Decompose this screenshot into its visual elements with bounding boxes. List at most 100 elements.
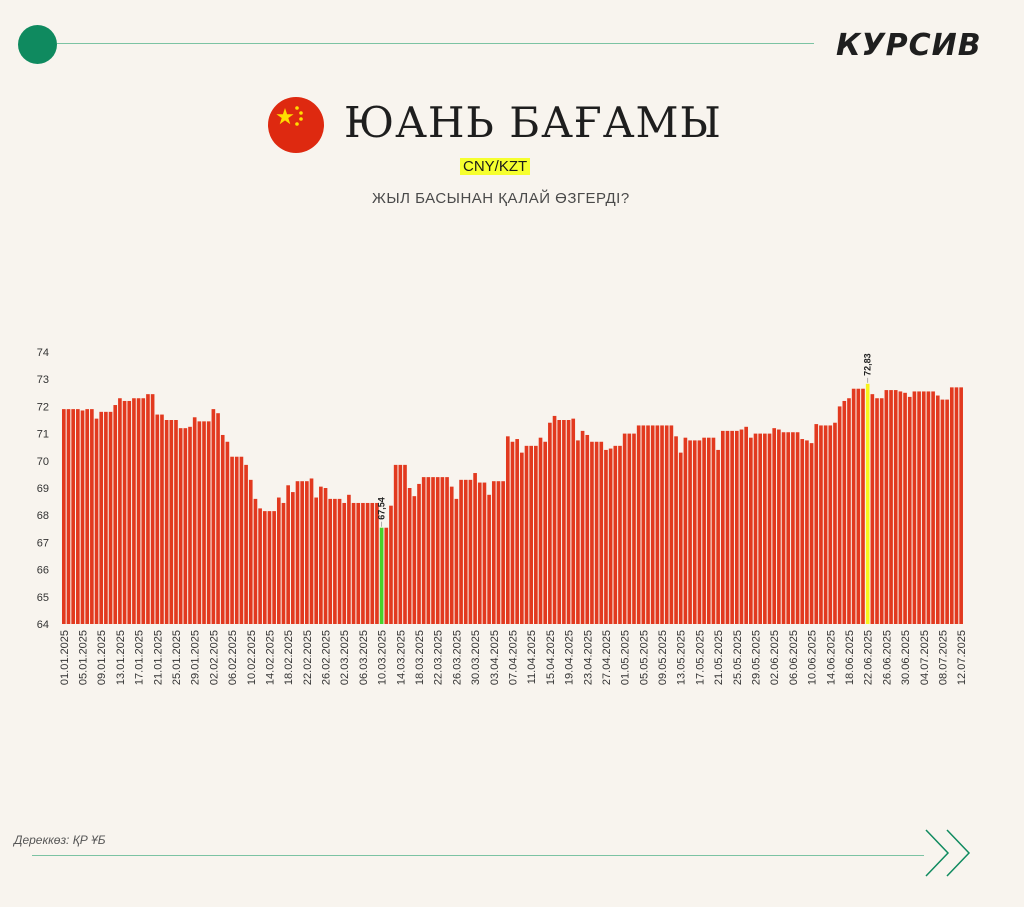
x-tick-label: 29.05.2025 [751,630,763,685]
bar [76,409,80,624]
bar [435,477,440,624]
bar [108,411,113,624]
bar [716,449,720,624]
bar [678,452,683,624]
y-tick-label: 64 [37,619,49,631]
bar [664,425,669,624]
bar [889,390,893,624]
y-tick-label: 67 [37,537,49,549]
bar [220,434,225,624]
bar [66,409,71,624]
x-tick-label: 14.03.2025 [395,630,407,685]
bar [543,441,548,624]
bar [141,398,146,624]
bar [562,420,566,624]
brand-logo: КУРСИВ [836,28,982,63]
x-tick-label: 25.05.2025 [732,630,744,685]
x-tick-label: 17.05.2025 [694,630,706,685]
bar [468,479,473,624]
bar [510,441,515,624]
y-tick-label: 72 [37,401,49,413]
y-tick-label: 73 [37,374,49,386]
x-tick-label: 05.01.2025 [78,630,90,685]
bar [749,437,753,624]
bar [524,445,529,624]
bar [650,425,655,624]
bar [431,477,435,624]
annotation-label: 72,83 [863,353,873,376]
x-tick-label: 25.01.2025 [171,630,183,685]
bar [473,473,477,624]
bar [351,502,356,624]
bar [692,440,697,624]
bar [557,420,562,624]
bar [421,477,426,624]
x-tick-label: 22.06.2025 [863,630,875,685]
source-note: Дереккөз: ҚР ҰБ [14,833,106,847]
bar [449,486,454,624]
bar [104,411,108,624]
x-tick-label: 23.04.2025 [582,630,594,685]
bar [99,411,104,624]
bar [730,430,734,624]
x-tick-label: 08.07.2025 [937,630,949,685]
bar [777,429,781,624]
x-tick-label: 27.04.2025 [601,630,613,685]
bar [590,441,594,624]
bar [291,492,295,624]
y-tick-label: 74 [37,347,49,359]
bar [305,481,309,624]
bar [566,420,571,624]
bar [136,398,141,624]
bar [599,441,604,624]
bar [865,383,870,624]
x-tick-label: 13.05.2025 [676,630,688,685]
bar [608,448,613,624]
bar [127,400,132,624]
bar [898,391,903,624]
bar [314,497,319,624]
annotation-label: 67,54 [377,497,387,520]
bar [861,388,865,624]
bar [571,418,576,624]
bar [300,481,304,624]
bar [893,390,898,624]
x-tick-label: 01.05.2025 [620,630,632,685]
x-tick-label: 02.06.2025 [769,630,781,685]
bar [118,398,122,624]
bar [917,391,921,624]
x-tick-label: 18.03.2025 [414,630,426,685]
bar [613,445,618,624]
x-tick-label: 21.05.2025 [713,630,725,685]
bar [674,436,678,624]
bar [384,527,389,624]
x-tick-label: 01.01.2025 [59,630,71,685]
x-tick-label: 22.03.2025 [433,630,445,685]
bar [295,481,300,624]
bar [491,481,496,624]
bar [903,392,907,624]
bar [174,420,178,624]
bar [576,440,580,624]
bar [697,440,702,624]
bar [945,399,949,624]
bar [847,398,851,624]
x-tick-label: 06.06.2025 [788,630,800,685]
bar [113,405,118,624]
bar [206,421,211,624]
brand-dot [18,25,57,64]
bar [286,485,290,624]
bar [552,415,557,624]
x-tick-label: 30.06.2025 [900,630,912,685]
bar [725,430,730,624]
bar [851,388,856,624]
bar [706,437,711,624]
bar [445,477,449,624]
bar [828,425,833,624]
chevron-right-icon[interactable] [922,826,978,880]
x-tick-label: 18.02.2025 [283,630,295,685]
bar [244,464,248,624]
bar [80,410,85,624]
bar [949,387,954,624]
bar [225,441,230,624]
